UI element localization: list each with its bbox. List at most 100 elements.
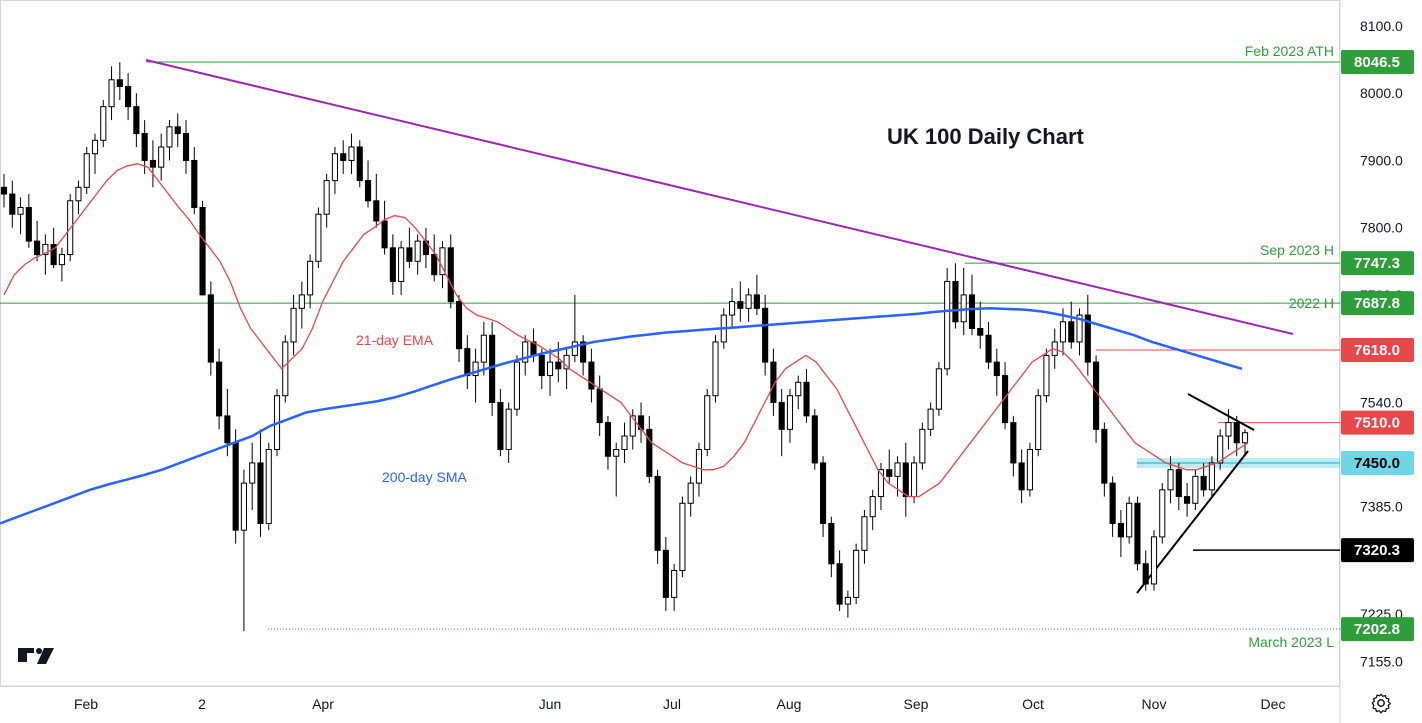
candle-body: [398, 247, 405, 282]
chart-title: UK 100 Daily Chart: [887, 124, 1085, 149]
candle-body: [770, 361, 777, 403]
candle-body: [811, 415, 818, 464]
gear-icon[interactable]: [1370, 692, 1392, 714]
candle-body: [505, 408, 512, 450]
candle-body: [91, 139, 99, 155]
level-annotation: Sep 2023 H: [1260, 242, 1334, 258]
candle-body: [778, 401, 785, 430]
candle-body: [819, 462, 827, 524]
y-tick-label: 8000.0: [1360, 85, 1403, 101]
candle-body: [174, 126, 181, 135]
candle-body: [480, 334, 487, 363]
candle-body: [1134, 502, 1141, 565]
candle-body: [919, 428, 926, 464]
price-level-badges: 8046.5 7747.3 7687.8 7618.0 7510.0 7450.0 7320…: [1341, 49, 1414, 642]
candle-body: [671, 570, 678, 598]
candle-body: [1175, 469, 1182, 498]
candle-body: [116, 79, 123, 88]
x-tick-label: Dec: [1261, 696, 1286, 712]
candle-body: [604, 422, 612, 457]
candle-body: [1059, 321, 1067, 343]
candle-body: [580, 341, 587, 363]
candle-body: [877, 469, 885, 498]
candle-body: [1002, 375, 1009, 424]
candle-body: [472, 361, 479, 377]
level-annotation: Feb 2023 ATH: [1245, 43, 1334, 59]
candle-body: [182, 133, 190, 161]
candle-body: [216, 361, 223, 417]
level-annotation: March 2023 L: [1248, 634, 1334, 650]
candle-body: [538, 354, 545, 377]
candle-body: [0, 186, 8, 195]
price-badge: [1341, 538, 1414, 563]
candle-body: [149, 159, 156, 168]
candle-body: [679, 502, 686, 571]
candle-body: [191, 159, 198, 208]
candle-body: [315, 213, 322, 262]
candle-body: [993, 361, 1000, 377]
candle-body: [207, 294, 214, 363]
candle-body: [662, 549, 669, 598]
candle-body: [762, 307, 769, 363]
candle-body: [1101, 428, 1108, 484]
candle-body: [224, 415, 231, 444]
x-tick-label: Aug: [777, 696, 802, 712]
candle-body: [687, 482, 694, 504]
y-tick-label: 7385.0: [1360, 499, 1403, 515]
tradingview-logo: [18, 648, 54, 664]
candle-body: [786, 395, 794, 430]
y-tick-label: 7800.0: [1360, 220, 1403, 236]
sma200-line: [0, 307, 1243, 525]
candle-body: [902, 462, 909, 498]
sma200-label: 200-day SMA: [382, 469, 467, 485]
candle-body: [1200, 475, 1207, 491]
candle-body: [861, 516, 868, 551]
triangle-resistance-line: [1187, 393, 1255, 431]
price-badge: [1341, 617, 1414, 642]
candle-body: [1167, 469, 1174, 491]
candle-body: [1035, 395, 1042, 451]
price-badge: [1341, 251, 1414, 276]
ema21-line: [3, 163, 1249, 498]
candle-body: [1217, 435, 1224, 464]
candle-body: [629, 415, 636, 437]
candle-body: [100, 106, 107, 141]
candle-body: [1117, 522, 1124, 538]
candle-body: [737, 301, 744, 309]
candle-body: [240, 482, 247, 531]
price-badge-text: 7687.8: [1354, 295, 1400, 312]
candle-body: [911, 462, 918, 498]
candle-body: [108, 79, 115, 108]
price-badge-text: 7747.3: [1354, 255, 1400, 272]
candle-body: [414, 240, 421, 262]
candle-body: [563, 354, 570, 370]
level-annotation: 2022 H: [1289, 295, 1334, 311]
candle-body: [373, 200, 380, 222]
x-tick-label: Oct: [1022, 696, 1044, 712]
price-badge-text: 7450.0: [1354, 455, 1400, 472]
candle-body: [323, 180, 330, 215]
candle-body: [546, 361, 554, 377]
candle-body: [745, 294, 752, 309]
price-badge-text: 8046.5: [1354, 54, 1400, 71]
candle-body: [257, 462, 264, 524]
candle-body: [58, 254, 65, 266]
candle-body: [166, 126, 173, 148]
candle-body: [249, 462, 256, 484]
candle-body: [1026, 449, 1033, 491]
candle-body: [803, 381, 810, 417]
candle-body: [1184, 496, 1191, 504]
candle-body: [1010, 422, 1017, 464]
y-tick-label: 7540.0: [1360, 394, 1403, 410]
y-tick-label: 8100.0: [1360, 18, 1403, 34]
candle-body: [1109, 482, 1116, 524]
candle-body: [455, 301, 463, 350]
candle-body: [17, 207, 24, 215]
x-axis-ticks: Feb 2 Apr Jun Jul Aug Sep Oct Nov Dec: [74, 696, 1286, 712]
candle-body: [1084, 314, 1091, 363]
candle-body: [1208, 462, 1215, 491]
price-badge-text: 7202.8: [1354, 621, 1400, 638]
candle-body: [1068, 321, 1075, 343]
candle-body: [654, 475, 661, 551]
price-badge: [1341, 450, 1414, 475]
